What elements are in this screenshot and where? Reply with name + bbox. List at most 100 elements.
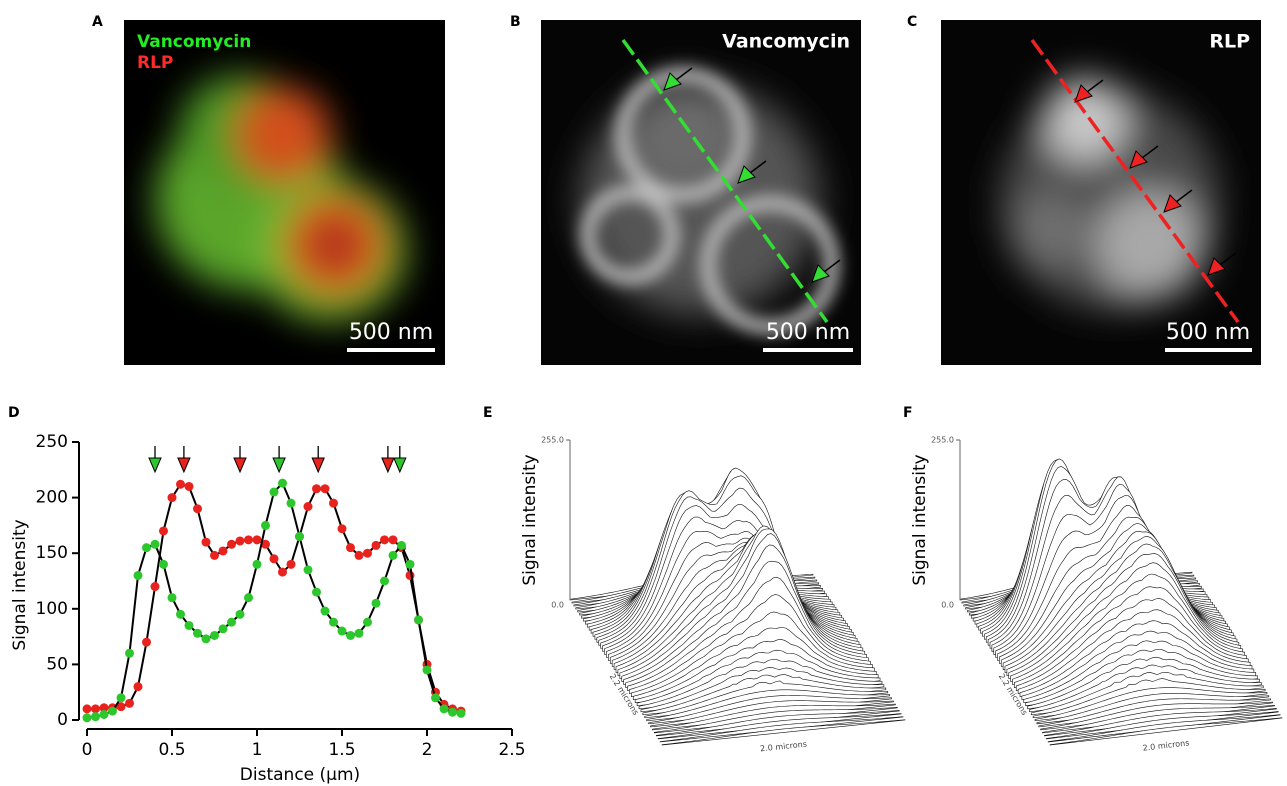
z-top-label: 255.0: [931, 436, 954, 445]
micrograph-b: [541, 20, 861, 365]
point: [134, 571, 143, 580]
point: [108, 707, 117, 716]
channel-label: RLP: [1209, 31, 1250, 53]
page: A Vancomycin RLP 500 nm B Vancomycin 500…: [0, 0, 1287, 786]
point: [304, 565, 313, 574]
point: [321, 484, 330, 493]
marker-arrow: [394, 458, 406, 472]
point: [321, 607, 330, 616]
point: [227, 618, 236, 627]
point: [219, 546, 228, 555]
point: [159, 526, 168, 535]
channel-label: RLP: [137, 53, 173, 73]
surface-plot: 255.00.0Signal intensity2.2 microns2.0 m…: [910, 436, 1282, 753]
point: [91, 712, 100, 721]
panel-label: B: [510, 14, 521, 30]
point: [406, 560, 415, 569]
panel-label: A: [92, 14, 103, 30]
point: [83, 713, 92, 722]
point: [380, 577, 389, 586]
point: [193, 504, 202, 513]
point: [117, 693, 126, 702]
point: [338, 627, 347, 636]
point: [176, 480, 185, 489]
point: [287, 560, 296, 569]
y-axis-title: Signal intensity: [520, 454, 540, 585]
point: [431, 693, 440, 702]
panel-label: D: [8, 405, 20, 421]
x-tick-label: 1: [252, 740, 263, 760]
point: [83, 704, 92, 713]
point: [372, 599, 381, 608]
line: [87, 483, 461, 718]
x-tick-label: 2.5: [498, 740, 525, 760]
point: [389, 551, 398, 560]
point: [168, 493, 177, 502]
width-label: 2.0 microns: [1142, 738, 1190, 752]
line: [87, 484, 461, 711]
point: [440, 704, 449, 713]
point: [261, 521, 270, 530]
point: [236, 610, 245, 619]
point: [176, 610, 185, 619]
marker-arrow: [382, 458, 394, 472]
point: [363, 549, 372, 558]
point: [312, 484, 321, 493]
point: [91, 704, 100, 713]
panel-label: C: [907, 14, 917, 30]
point: [142, 543, 151, 552]
micrograph-c: [941, 20, 1261, 365]
point: [338, 524, 347, 533]
channel-label: Vancomycin: [137, 32, 251, 52]
point: [278, 568, 287, 577]
point: [372, 541, 381, 550]
figure: A Vancomycin RLP 500 nm B Vancomycin 500…: [0, 0, 1287, 786]
point: [236, 536, 245, 545]
point: [219, 624, 228, 633]
point: [142, 638, 151, 647]
point: [151, 582, 160, 591]
point: [448, 708, 457, 717]
y-axis-title: Signal intensity: [10, 519, 30, 650]
point: [253, 560, 262, 569]
x-tick-label: 0.5: [158, 740, 185, 760]
point: [244, 535, 253, 544]
x-tick-label: 1.5: [328, 740, 355, 760]
scale-bar-label: 500 nm: [1166, 320, 1250, 345]
z-bottom-label: 0.0: [551, 601, 564, 610]
point: [295, 532, 304, 541]
point: [185, 621, 194, 630]
marker-arrow: [273, 458, 285, 472]
x-axis-title: Distance (μm): [240, 765, 360, 785]
point: [270, 488, 279, 497]
point: [363, 618, 372, 627]
marker-arrow: [234, 458, 246, 472]
point: [414, 615, 423, 624]
point: [100, 710, 109, 719]
channel-label: Vancomycin: [722, 31, 850, 53]
point: [168, 593, 177, 602]
point: [134, 682, 143, 691]
marker-arrow: [178, 458, 190, 472]
point: [125, 699, 134, 708]
point: [151, 540, 160, 549]
point: [227, 540, 236, 549]
point: [193, 629, 202, 638]
y-tick-label: 50: [46, 654, 68, 674]
point: [202, 538, 211, 547]
z-top-label: 255.0: [541, 436, 564, 445]
point: [270, 554, 279, 563]
point: [346, 631, 355, 640]
point: [397, 541, 406, 550]
y-tick-label: 150: [36, 543, 68, 563]
panel-label: F: [903, 405, 913, 421]
point: [329, 499, 338, 508]
y-tick-label: 0: [57, 710, 68, 730]
point: [244, 593, 253, 602]
point: [210, 551, 219, 560]
x-tick-label: 2: [422, 740, 433, 760]
scale-bar-label: 500 nm: [349, 320, 433, 345]
panel-label: E: [483, 405, 493, 421]
point: [389, 535, 398, 544]
